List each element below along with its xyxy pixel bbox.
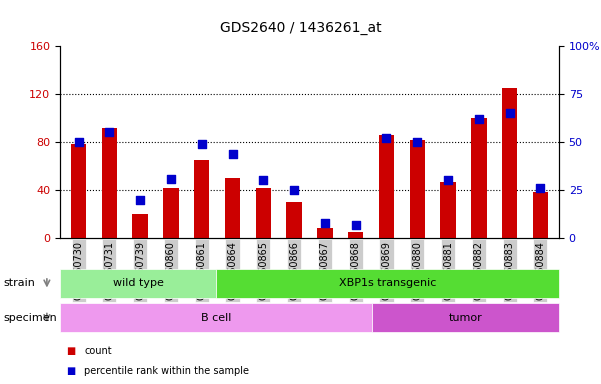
Point <box>258 177 268 184</box>
Point <box>135 197 145 203</box>
Bar <box>255 188 271 238</box>
Text: GDS2640 / 1436261_at: GDS2640 / 1436261_at <box>220 21 381 35</box>
Text: XBP1s transgenic: XBP1s transgenic <box>339 278 436 288</box>
Bar <box>532 192 548 238</box>
Bar <box>441 182 456 238</box>
Bar <box>348 232 364 238</box>
Point <box>474 116 484 122</box>
Point <box>197 141 207 147</box>
Bar <box>410 140 425 238</box>
Bar <box>502 88 517 238</box>
Point <box>166 175 175 182</box>
Point <box>382 135 391 141</box>
Point <box>320 220 330 226</box>
Bar <box>194 160 209 238</box>
Text: wild type: wild type <box>112 278 163 288</box>
Point <box>105 129 114 136</box>
Point <box>289 187 299 193</box>
Text: B cell: B cell <box>201 313 231 323</box>
Text: strain: strain <box>3 278 35 288</box>
Text: specimen: specimen <box>3 313 56 323</box>
Text: count: count <box>84 346 112 356</box>
Bar <box>317 228 332 238</box>
Point <box>228 151 237 157</box>
Text: ■: ■ <box>66 366 75 376</box>
Bar <box>132 214 148 238</box>
Bar <box>287 202 302 238</box>
Bar <box>379 135 394 238</box>
Point <box>535 185 545 191</box>
Point <box>412 139 422 145</box>
Text: tumor: tumor <box>448 313 482 323</box>
Bar <box>102 127 117 238</box>
Point <box>74 139 84 145</box>
Point <box>444 177 453 184</box>
Point <box>351 222 361 228</box>
Text: ■: ■ <box>66 346 75 356</box>
Bar <box>163 188 178 238</box>
Bar <box>71 144 87 238</box>
Bar <box>225 178 240 238</box>
Bar <box>471 118 487 238</box>
Text: percentile rank within the sample: percentile rank within the sample <box>84 366 249 376</box>
Point <box>505 110 514 116</box>
